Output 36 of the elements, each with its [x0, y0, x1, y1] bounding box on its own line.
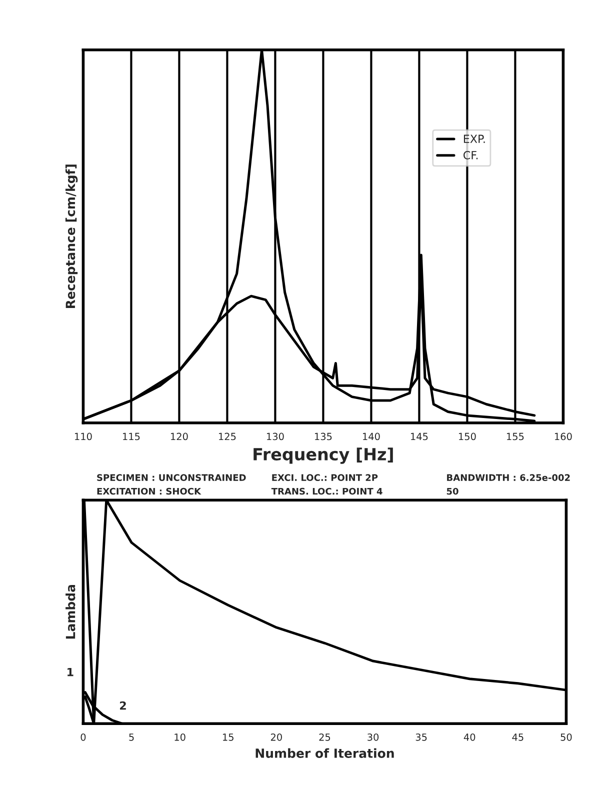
- x-tick-label: 110: [75, 432, 92, 440]
- annotation: 1: [68, 668, 74, 676]
- x-axis-title: Frequency [Hz]: [254, 448, 393, 464]
- legend-label: CF.: [464, 150, 478, 160]
- x-tick-label: 0: [80, 733, 86, 741]
- x-tick-label: 50: [560, 733, 572, 741]
- legend-label: EXP.: [464, 134, 485, 143]
- x-tick-label: 40: [464, 733, 476, 741]
- x-tick-label: 125: [219, 432, 236, 440]
- x-tick-label: 5: [129, 734, 134, 741]
- text: TRANS. LOC.: POINT 4: [271, 488, 382, 495]
- x-tick-label: 150: [458, 432, 476, 440]
- text: 50: [446, 488, 458, 495]
- x-tick-label: 45: [512, 734, 524, 741]
- x-tick-label: 20: [270, 733, 282, 741]
- text: EXCITATION : SHOCK: [97, 488, 202, 495]
- x-tick-label: 135: [314, 432, 332, 440]
- x-tick-label: 115: [123, 432, 140, 440]
- x-tick-label: 120: [171, 432, 188, 440]
- x-tick-label: 15: [222, 734, 234, 741]
- x-axis-title: Number of Iteration: [256, 748, 394, 758]
- x-tick-label: 35: [416, 733, 427, 741]
- x-tick-label: 10: [174, 733, 186, 741]
- x-tick-label: 130: [267, 432, 284, 440]
- x-tick-label: 160: [554, 432, 572, 440]
- text: EXCI. LOC.: POINT 2P: [272, 474, 378, 481]
- y-axis-title: Receptance [cm/kgf]: [65, 164, 78, 308]
- x-tick-label: 25: [319, 733, 330, 741]
- annotation: 2: [120, 701, 126, 710]
- text: SPECIMEN : UNCONSTRAINED: [97, 474, 246, 481]
- x-tick-label: 155: [506, 432, 524, 440]
- x-tick-label: 140: [362, 432, 380, 440]
- y-axis-title: Lambda: [66, 584, 76, 639]
- text: BANDWIDTH : 6.25e-002: [447, 474, 570, 481]
- x-tick-label: 145: [410, 432, 428, 440]
- x-tick-label: 30: [368, 733, 379, 741]
